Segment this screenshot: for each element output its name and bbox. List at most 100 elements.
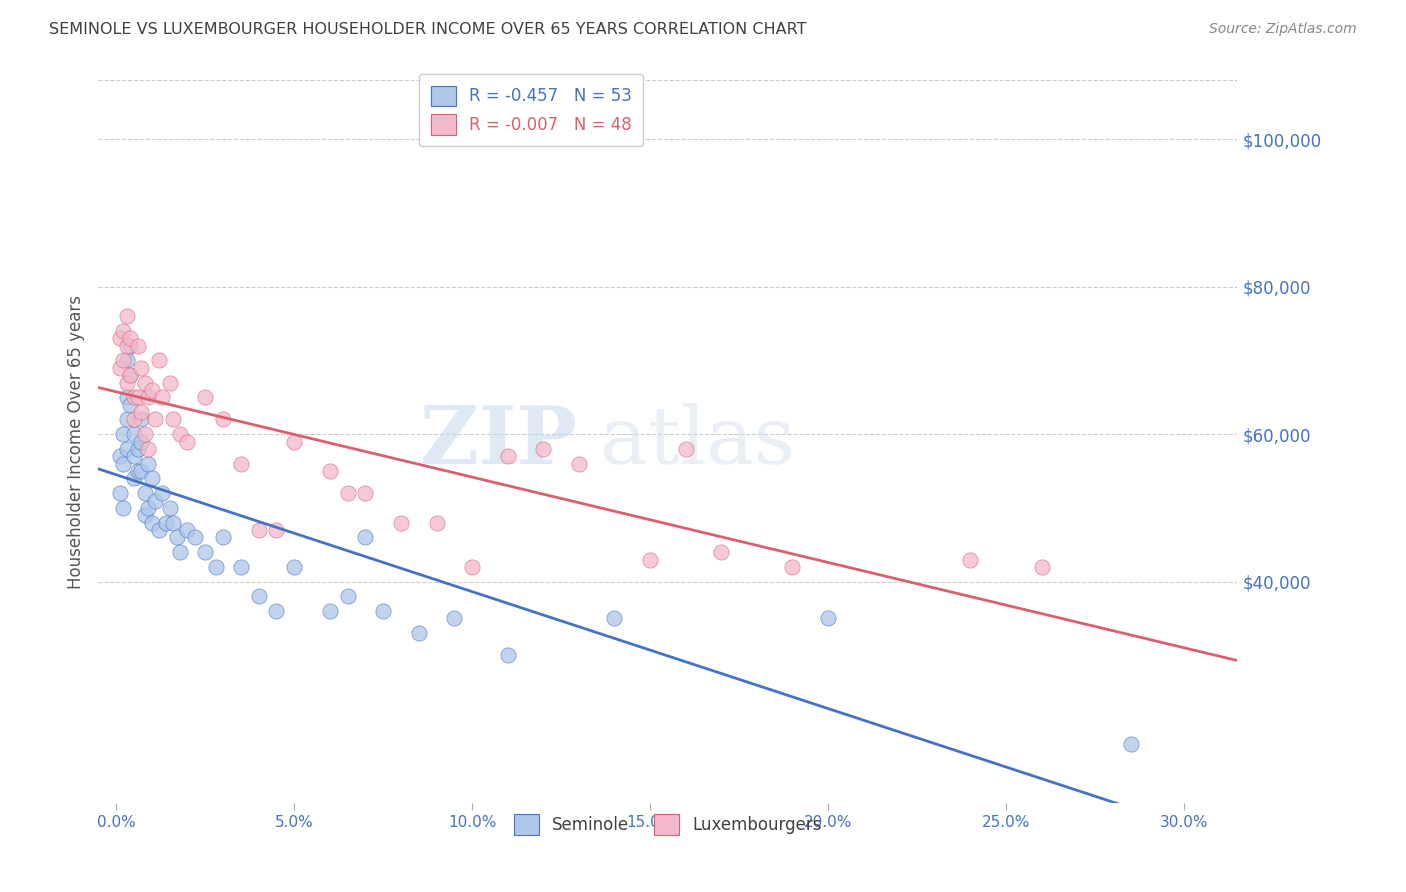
Point xyxy=(145,493,167,508)
Point xyxy=(115,390,138,404)
Point xyxy=(1031,560,1053,574)
Text: ZIP: ZIP xyxy=(420,402,576,481)
Point xyxy=(136,457,159,471)
Point xyxy=(710,545,733,559)
Point xyxy=(371,604,394,618)
Point xyxy=(112,427,135,442)
Point xyxy=(162,516,184,530)
Point xyxy=(782,560,804,574)
Point xyxy=(1119,737,1142,751)
Point xyxy=(229,560,252,574)
Point xyxy=(129,464,152,478)
Point xyxy=(141,471,163,485)
Point xyxy=(283,560,305,574)
Point xyxy=(959,552,981,566)
Point xyxy=(169,545,191,559)
Point xyxy=(112,457,135,471)
Point xyxy=(141,516,163,530)
Point xyxy=(108,486,131,500)
Text: SEMINOLE VS LUXEMBOURGER HOUSEHOLDER INCOME OVER 65 YEARS CORRELATION CHART: SEMINOLE VS LUXEMBOURGER HOUSEHOLDER INC… xyxy=(49,22,807,37)
Point xyxy=(148,353,170,368)
Point xyxy=(115,339,138,353)
Point xyxy=(229,457,252,471)
Point xyxy=(354,530,377,544)
Point xyxy=(120,368,142,383)
Point xyxy=(496,450,519,464)
Point xyxy=(162,412,184,426)
Point xyxy=(115,376,138,390)
Point xyxy=(112,353,135,368)
Point xyxy=(127,339,149,353)
Point xyxy=(408,626,430,640)
Point xyxy=(152,390,174,404)
Point xyxy=(129,360,152,375)
Point xyxy=(603,611,626,625)
Point xyxy=(127,442,149,456)
Point xyxy=(148,523,170,537)
Text: atlas: atlas xyxy=(599,402,794,481)
Point xyxy=(176,434,198,449)
Point xyxy=(112,324,135,338)
Point xyxy=(134,376,156,390)
Point xyxy=(531,442,554,456)
Point xyxy=(461,560,484,574)
Point xyxy=(141,383,163,397)
Point xyxy=(129,434,152,449)
Point xyxy=(108,331,131,345)
Point xyxy=(120,368,142,383)
Point xyxy=(145,412,167,426)
Point xyxy=(136,390,159,404)
Point xyxy=(336,590,359,604)
Point xyxy=(675,442,697,456)
Point xyxy=(120,398,142,412)
Point xyxy=(122,427,145,442)
Point xyxy=(638,552,661,566)
Point xyxy=(136,500,159,515)
Point xyxy=(194,390,217,404)
Point xyxy=(115,353,138,368)
Point xyxy=(129,412,152,426)
Point xyxy=(817,611,839,625)
Point xyxy=(266,523,288,537)
Point xyxy=(354,486,377,500)
Point xyxy=(166,530,188,544)
Point xyxy=(112,500,135,515)
Point xyxy=(122,471,145,485)
Point xyxy=(122,450,145,464)
Point xyxy=(283,434,305,449)
Point xyxy=(176,523,198,537)
Point xyxy=(134,508,156,523)
Point xyxy=(122,390,145,404)
Point xyxy=(496,648,519,663)
Text: Source: ZipAtlas.com: Source: ZipAtlas.com xyxy=(1209,22,1357,37)
Point xyxy=(247,523,270,537)
Point xyxy=(127,390,149,404)
Point xyxy=(319,604,342,618)
Point xyxy=(568,457,591,471)
Point xyxy=(159,500,181,515)
Point xyxy=(122,412,145,426)
Point xyxy=(115,309,138,323)
Point xyxy=(155,516,177,530)
Point xyxy=(212,412,235,426)
Point xyxy=(159,376,181,390)
Point xyxy=(389,516,412,530)
Point xyxy=(115,412,138,426)
Point xyxy=(425,516,447,530)
Point xyxy=(266,604,288,618)
Point xyxy=(129,405,152,419)
Point xyxy=(120,331,142,345)
Point xyxy=(319,464,342,478)
Point xyxy=(183,530,205,544)
Point xyxy=(194,545,217,559)
Point xyxy=(205,560,228,574)
Point xyxy=(115,442,138,456)
Point xyxy=(108,450,131,464)
Point xyxy=(120,339,142,353)
Point xyxy=(127,464,149,478)
Point xyxy=(134,486,156,500)
Point xyxy=(136,442,159,456)
Point xyxy=(108,360,131,375)
Y-axis label: Householder Income Over 65 years: Householder Income Over 65 years xyxy=(66,294,84,589)
Point xyxy=(336,486,359,500)
